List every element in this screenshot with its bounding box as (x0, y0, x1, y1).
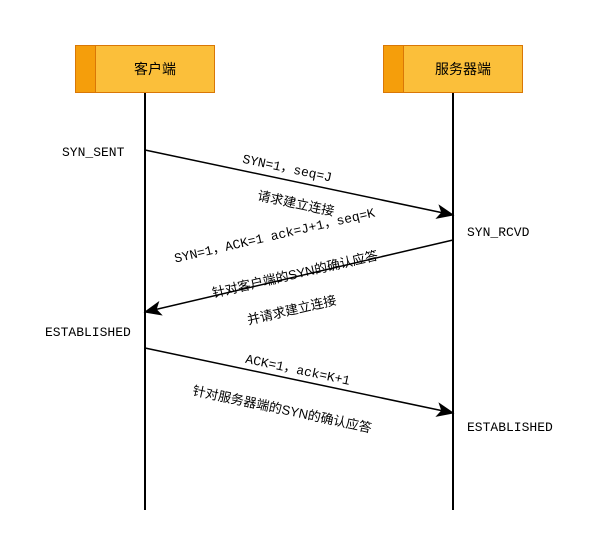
server-box-tab (384, 46, 404, 92)
client-box-tab (76, 46, 96, 92)
arrow2-description-2: 并请求建立连接 (245, 290, 338, 329)
server-lifeline (452, 93, 454, 510)
server-label: 服务器端 (404, 46, 522, 92)
arrow1-protocol-label: SYN=1，seq=J (241, 148, 334, 186)
client-lifeline (144, 93, 146, 510)
client-lifeline-box: 客户端 (75, 45, 215, 93)
client-label: 客户端 (96, 46, 214, 92)
state-established-client: ESTABLISHED (45, 325, 131, 340)
arrow2-description: 针对客户端的SYN的确认应答 (210, 245, 380, 302)
server-lifeline-box: 服务器端 (383, 45, 523, 93)
state-established-server: ESTABLISHED (467, 420, 553, 435)
state-syn-sent: SYN_SENT (62, 145, 124, 160)
state-syn-rcvd: SYN_RCVD (467, 225, 529, 240)
arrow3-protocol-label: ACK=1，ack=K+1 (244, 348, 352, 389)
